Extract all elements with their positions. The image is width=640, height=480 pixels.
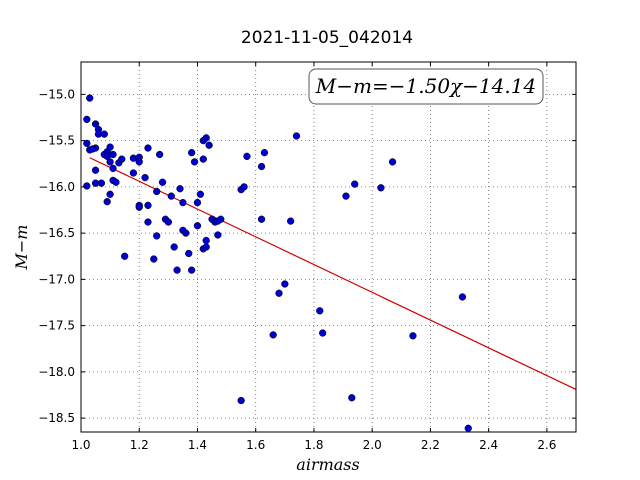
annotation-box (308, 68, 544, 105)
data-point (135, 158, 143, 166)
data-point (217, 215, 225, 223)
data-point (237, 396, 245, 405)
y-tick-label: −16.0 (38, 180, 75, 194)
y-axis-label: M−m (12, 225, 31, 271)
axis-ticks: 1.0 1.2 1.4 1.6 1.8 2.0 2.2 2.4 2.6 −15.0 −15.5 −16… (38, 62, 576, 452)
x-tick-label: 2.6 (537, 438, 556, 452)
data-point (86, 94, 94, 102)
data-point (164, 218, 173, 226)
y-tick-label: −17.5 (38, 319, 75, 333)
x-axis-label: airmass (296, 455, 359, 474)
data-point (118, 155, 126, 163)
plot-area (83, 94, 577, 432)
data-point (240, 183, 248, 191)
chart-title: 2021-11-05_042014 (241, 28, 413, 48)
data-point (135, 203, 143, 211)
data-point (316, 307, 324, 315)
data-point (83, 182, 91, 190)
data-point (187, 266, 196, 274)
data-point (243, 152, 251, 161)
data-point (269, 331, 277, 339)
data-point (144, 144, 152, 152)
data-point (214, 231, 222, 239)
x-tick-label: 1.8 (304, 438, 323, 452)
data-point (179, 198, 187, 207)
data-point (144, 201, 152, 210)
data-point (409, 332, 417, 340)
data-point (190, 158, 199, 166)
data-point (275, 289, 283, 297)
data-point (196, 190, 205, 198)
data-point (158, 178, 167, 186)
data-point (129, 169, 138, 177)
data-point (121, 252, 129, 260)
data-point (109, 164, 117, 173)
data-point (153, 232, 161, 240)
y-tick-label: −18.0 (38, 365, 75, 379)
data-point (182, 229, 190, 237)
data-point (348, 394, 356, 402)
data-point (199, 155, 207, 163)
data-point (260, 149, 269, 157)
data-point (97, 179, 106, 187)
y-tick-label: −15.5 (38, 134, 75, 148)
y-tick-label: −18.5 (38, 411, 75, 425)
y-tick-label: −16.5 (38, 226, 75, 240)
data-point (464, 424, 472, 432)
data-point (205, 141, 213, 149)
data-point (202, 243, 210, 251)
data-point (109, 150, 117, 159)
data-point (155, 150, 164, 159)
data-point (377, 184, 385, 192)
data-point (388, 158, 397, 166)
data-point (342, 192, 350, 200)
data-point (106, 158, 114, 166)
data-point (170, 243, 178, 251)
data-point (257, 215, 266, 223)
data-point (150, 255, 158, 263)
data-point (292, 132, 301, 140)
data-point (319, 329, 327, 337)
x-tick-label: 2.2 (421, 438, 440, 452)
data-point (153, 187, 161, 196)
data-point (193, 222, 202, 230)
data-point (91, 166, 100, 174)
data-point (185, 249, 193, 258)
data-point (202, 134, 210, 142)
x-tick-label: 1.6 (246, 438, 265, 452)
data-point (193, 198, 202, 207)
data-point (83, 139, 91, 148)
x-tick-label: 1.2 (130, 438, 149, 452)
y-tick-label: −17.0 (38, 272, 75, 286)
data-point (103, 198, 111, 206)
data-point (173, 266, 181, 274)
data-point (106, 190, 114, 198)
x-tick-label: 1.0 (71, 438, 90, 452)
data-point (286, 217, 295, 225)
data-point (106, 143, 114, 151)
data-point (112, 178, 120, 186)
data-point (167, 192, 175, 200)
y-tick-label: −15.0 (38, 87, 75, 101)
data-point (83, 115, 91, 123)
plot-frame (80, 61, 577, 433)
data-point (100, 130, 108, 138)
data-point (257, 162, 266, 171)
data-point (281, 280, 289, 288)
data-point (202, 236, 210, 245)
fit-equation-annotation: M−m=−1.50χ−14.14 (315, 74, 536, 98)
x-tick-label: 1.4 (188, 438, 207, 452)
x-tick-label: 2.0 (363, 438, 382, 452)
x-tick-label: 2.4 (479, 438, 498, 452)
data-point (351, 180, 359, 188)
data-point (458, 293, 467, 301)
data-point (144, 218, 152, 226)
data-point (88, 145, 97, 153)
data-point (141, 173, 149, 182)
data-point (176, 185, 184, 193)
data-point (187, 149, 196, 157)
